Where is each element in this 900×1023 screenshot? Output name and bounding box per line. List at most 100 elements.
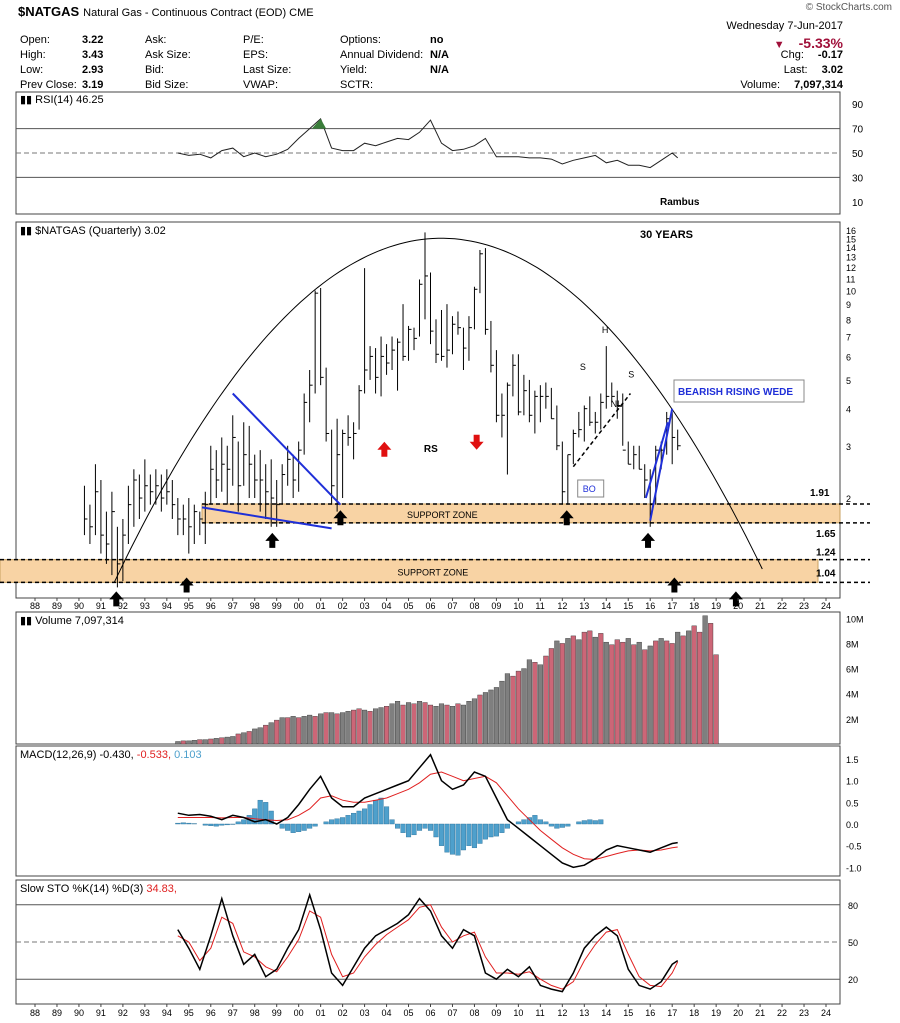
cup-arc xyxy=(113,237,763,583)
volume-bar xyxy=(680,635,686,745)
macd-histogram-bar xyxy=(186,822,192,825)
rsi-tick-label: 10 xyxy=(852,198,864,209)
wedge-line xyxy=(649,408,674,521)
macd-histogram-bar xyxy=(378,797,384,825)
macd-histogram-bar xyxy=(521,819,527,825)
red-down-arrow-icon xyxy=(469,434,484,450)
x-tick-label: 13 xyxy=(579,1008,589,1018)
macd-histogram-bar xyxy=(537,819,543,825)
x-tick-label: 23 xyxy=(799,601,809,611)
volume-bar xyxy=(351,709,357,745)
bo-label: BO xyxy=(583,484,596,494)
quote-right-row: Chg: -0.17 xyxy=(781,49,843,61)
x-tick-label: 97 xyxy=(228,601,238,611)
x-tick-label: 20 xyxy=(733,601,743,611)
price-tick-label: 15 xyxy=(846,234,856,244)
macd-histogram-bar xyxy=(373,799,379,825)
volume-bar xyxy=(427,704,434,745)
volume-bar xyxy=(510,675,516,745)
macd-histogram-bar xyxy=(482,823,488,840)
volume-bar xyxy=(499,680,505,745)
macd-panel xyxy=(15,745,841,877)
volume-bar xyxy=(691,625,697,745)
volume-tick-label: 10M xyxy=(846,614,864,624)
x-tick-label: 17 xyxy=(667,601,677,611)
x-tick-label: 97 xyxy=(228,1008,238,1018)
macd-histogram-bar xyxy=(532,815,538,825)
macd-tick-label: -0.5 xyxy=(846,842,862,852)
macd-histogram-bar xyxy=(224,823,230,826)
x-tick-label: 17 xyxy=(667,1008,677,1018)
x-tick-label: 01 xyxy=(316,1008,326,1018)
x-tick-label: 06 xyxy=(426,601,436,611)
support-zone-upper xyxy=(201,503,841,524)
volume-bar xyxy=(708,623,714,745)
macd-histogram-bar xyxy=(598,819,604,825)
macd-histogram-bar xyxy=(384,806,390,825)
volume-bar xyxy=(570,635,576,745)
macd-histogram-bar xyxy=(175,822,181,825)
macd-histogram-bar xyxy=(285,823,291,831)
volume-bar xyxy=(416,701,423,745)
quote-value: N/A xyxy=(430,49,449,61)
rambus-label: Rambus xyxy=(660,197,700,208)
macd-histogram-bar xyxy=(367,804,373,825)
macd-histogram-bar xyxy=(488,823,494,838)
quote-label: Bid Size: xyxy=(145,79,189,91)
price-tick-label: 11 xyxy=(846,274,855,284)
price-title: ▮▮ $NATGAS (Quarterly) 3.02 xyxy=(20,225,166,237)
volume-bar xyxy=(378,707,384,745)
x-tick-label: 13 xyxy=(579,601,589,611)
macd-histogram-bar xyxy=(202,823,208,826)
rsi-overbought-fill xyxy=(311,118,327,129)
volume-bar xyxy=(686,630,692,745)
red-up-arrow-icon xyxy=(377,441,392,457)
macd-histogram-bar xyxy=(422,823,428,829)
x-tick-label: 90 xyxy=(74,601,84,611)
macd-histogram-bar xyxy=(438,823,445,846)
volume-bar xyxy=(493,687,499,745)
x-tick-label: 03 xyxy=(360,1008,370,1018)
volume-bar xyxy=(224,736,230,745)
x-tick-label: 00 xyxy=(294,601,304,611)
volume-bar xyxy=(191,740,197,745)
black-up-arrow-icon xyxy=(109,591,124,607)
x-tick-label: 89 xyxy=(52,1008,62,1018)
volume-bar xyxy=(213,738,219,745)
sto-title: Slow STO %K(14) %D(3) 34.83, xyxy=(20,883,177,895)
macd-histogram-bar xyxy=(279,823,285,829)
macd-histogram-bar xyxy=(213,823,219,827)
x-tick-label: 12 xyxy=(557,1008,567,1018)
macd-signal-line xyxy=(177,771,678,861)
volume-bar xyxy=(334,713,340,745)
volume-bar xyxy=(504,673,510,745)
macd-histogram-bar xyxy=(395,823,401,829)
x-tick-label: 88 xyxy=(30,1008,40,1018)
quote-value: 3.22 xyxy=(82,34,104,46)
volume-bar xyxy=(197,739,203,745)
x-tick-label: 22 xyxy=(777,1008,787,1018)
s-label: S xyxy=(628,369,634,379)
macd-histogram-bar xyxy=(460,823,466,851)
price-tick-label: 3 xyxy=(846,442,851,452)
x-tick-label: 07 xyxy=(447,601,457,611)
quote-label: EPS: xyxy=(243,49,269,61)
volume-bar xyxy=(576,639,582,745)
x-tick-label: 10 xyxy=(513,601,523,611)
macd-histogram-bar xyxy=(400,823,406,833)
volume-bar xyxy=(279,717,285,745)
quote-label: Options: xyxy=(340,34,381,46)
volume-bar xyxy=(362,709,368,745)
x-tick-label: 02 xyxy=(338,1008,348,1018)
rsi-tick-label: 90 xyxy=(852,100,864,111)
quote-label: Last Size: xyxy=(243,64,292,76)
macd-histogram-bar xyxy=(499,823,505,833)
macd-histogram-bar xyxy=(477,823,483,844)
x-tick-label: 16 xyxy=(645,601,655,611)
volume-bar xyxy=(713,654,719,745)
volume-bar xyxy=(554,640,560,745)
quote-label: VWAP: xyxy=(243,79,279,91)
volume-bar xyxy=(395,701,401,745)
rsi-title: ▮▮ RSI(14) 46.25 xyxy=(20,94,104,106)
price-tick-label: 12 xyxy=(846,263,856,273)
